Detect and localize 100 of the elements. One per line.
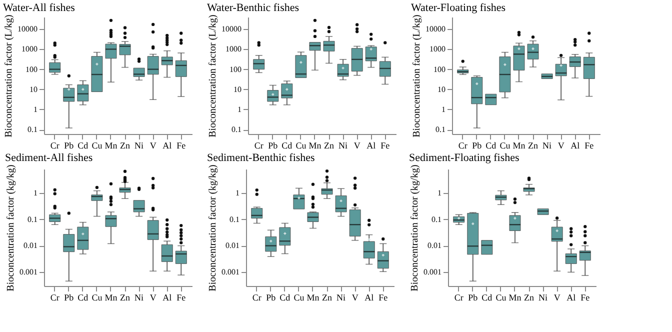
chart-title: Water-All fishes xyxy=(3,2,75,14)
x-tick-label: Al xyxy=(570,140,580,150)
x-tick-label: Pb xyxy=(468,292,478,302)
x-tick-label: Fe xyxy=(176,292,186,302)
y-tick-label: 10 xyxy=(438,84,446,94)
y-tick-label: 1 xyxy=(236,188,240,198)
x-tick-label: Al xyxy=(162,140,172,150)
y-tick-label: 0.001 xyxy=(222,268,240,277)
x-tick-label: Zn xyxy=(120,292,131,302)
y-tick-label: 10000 xyxy=(426,24,446,34)
y-tick-label: 0.001 xyxy=(424,268,442,277)
x-tick-label: Cd xyxy=(280,292,291,302)
x-tick-label: Al xyxy=(366,140,376,150)
x-tick-label: Cu xyxy=(294,292,305,302)
x-tick-label: Pb xyxy=(64,292,74,302)
x-tick-label: Cu xyxy=(296,140,307,150)
x-tick-label: Cr xyxy=(50,140,60,150)
y-tick-label: 0.01 xyxy=(428,241,442,250)
x-tick-label: Cd xyxy=(482,292,493,302)
y-tick-label: 10000 xyxy=(222,24,242,34)
y-tick-label: 10000 xyxy=(18,24,38,34)
chart-title: Sediment-Benthic fishes xyxy=(207,152,315,164)
x-tick-label: V xyxy=(558,140,565,150)
y-tick-label: 100 xyxy=(434,64,446,74)
x-tick-label: Fe xyxy=(584,140,594,150)
x-tick-label: Pb xyxy=(268,140,278,150)
x-tick-label: V xyxy=(150,140,157,150)
y-tick-label: 100 xyxy=(26,64,38,74)
y-axis-title: Bioconcentration factor (L/kg) xyxy=(4,14,14,138)
y-tick-label: 10 xyxy=(30,84,38,94)
x-tick-label: Ni xyxy=(538,292,548,302)
x-tick-label: Mn xyxy=(512,140,526,150)
chart-title: Water-Floating fishes xyxy=(411,2,506,14)
y-axis-title: Bioconcentration factor (kg/kg) xyxy=(410,164,420,292)
x-tick-label: Mn xyxy=(306,292,320,302)
y-tick-label: 1000 xyxy=(430,44,446,54)
x-tick-label: Cu xyxy=(496,292,507,302)
x-tick-label: Ni xyxy=(336,292,346,302)
x-tick-label: V xyxy=(352,292,359,302)
y-tick-label: 1 xyxy=(34,104,38,114)
y-tick-label: 0.1 xyxy=(232,125,242,134)
x-tick-label: V xyxy=(354,140,361,150)
x-tick-label: Cu xyxy=(92,292,103,302)
x-tick-label: Pb xyxy=(472,140,482,150)
x-tick-label: Cd xyxy=(282,140,293,150)
y-tick-label: 0.1 xyxy=(436,125,446,134)
x-tick-label: Mn xyxy=(508,292,522,302)
y-tick-label: 100 xyxy=(230,64,242,74)
x-tick-label: Zn xyxy=(322,292,333,302)
x-tick-label: Mn xyxy=(104,140,118,150)
y-tick-label: 0.1 xyxy=(28,214,38,224)
x-tick-label: Pb xyxy=(64,140,74,150)
y-tick-label: 0.001 xyxy=(20,268,38,277)
x-tick-label: Al xyxy=(566,292,576,302)
x-tick-label: Al xyxy=(364,292,374,302)
x-tick-label: Ni xyxy=(134,140,144,150)
x-tick-label: Pb xyxy=(266,292,276,302)
y-axis-title: Bioconcentration factor (L/kg) xyxy=(208,14,218,138)
y-tick-label: 1000 xyxy=(22,44,38,54)
x-tick-label: Fe xyxy=(380,140,390,150)
y-axis-title: Bioconcentration factor (kg/kg) xyxy=(6,164,16,292)
x-tick-label: Cu xyxy=(92,140,103,150)
x-tick-label: Al xyxy=(162,292,172,302)
x-tick-label: Ni xyxy=(542,140,552,150)
y-tick-label: 10 xyxy=(234,84,242,94)
x-tick-label: Fe xyxy=(176,140,186,150)
x-tick-label: Cu xyxy=(500,140,511,150)
y-tick-label: 0.1 xyxy=(432,214,442,224)
x-tick-label: V xyxy=(150,292,157,302)
x-tick-label: Cr xyxy=(458,140,468,150)
y-tick-label: 0.01 xyxy=(226,241,240,250)
y-tick-label: 0.01 xyxy=(24,241,38,250)
x-tick-label: Cr xyxy=(254,140,264,150)
y-tick-label: 1 xyxy=(34,188,38,198)
y-axis-title: Bioconcentration factor (kg/kg) xyxy=(208,164,218,292)
x-tick-label: Cd xyxy=(78,140,89,150)
x-tick-label: Zn xyxy=(120,140,131,150)
chart-title: Water-Benthic fishes xyxy=(207,2,300,14)
x-tick-label: Mn xyxy=(308,140,322,150)
x-tick-label: Fe xyxy=(378,292,388,302)
x-tick-label: Ni xyxy=(134,292,144,302)
x-tick-label: Cr xyxy=(252,292,262,302)
y-axis-title: Bioconcentration factor (L/kg) xyxy=(412,14,422,138)
x-tick-label: Zn xyxy=(524,292,535,302)
x-tick-label: Ni xyxy=(338,140,348,150)
y-tick-label: 0.1 xyxy=(28,125,38,134)
x-tick-label: Zn xyxy=(528,140,539,150)
y-tick-label: 1 xyxy=(238,104,242,114)
chart-title: Sediment-All fishes xyxy=(5,152,93,164)
y-tick-label: 1 xyxy=(442,104,446,114)
chart-title: Sediment-Floating fishes xyxy=(409,152,520,164)
x-tick-label: V xyxy=(554,292,561,302)
x-tick-label: Fe xyxy=(580,292,590,302)
y-tick-label: 1 xyxy=(438,188,442,198)
x-tick-label: Zn xyxy=(324,140,335,150)
x-tick-label: Cr xyxy=(454,292,464,302)
y-tick-label: 1000 xyxy=(226,44,242,54)
x-tick-label: Cr xyxy=(50,292,60,302)
x-tick-label: Cd xyxy=(78,292,89,302)
x-tick-label: Cd xyxy=(486,140,497,150)
